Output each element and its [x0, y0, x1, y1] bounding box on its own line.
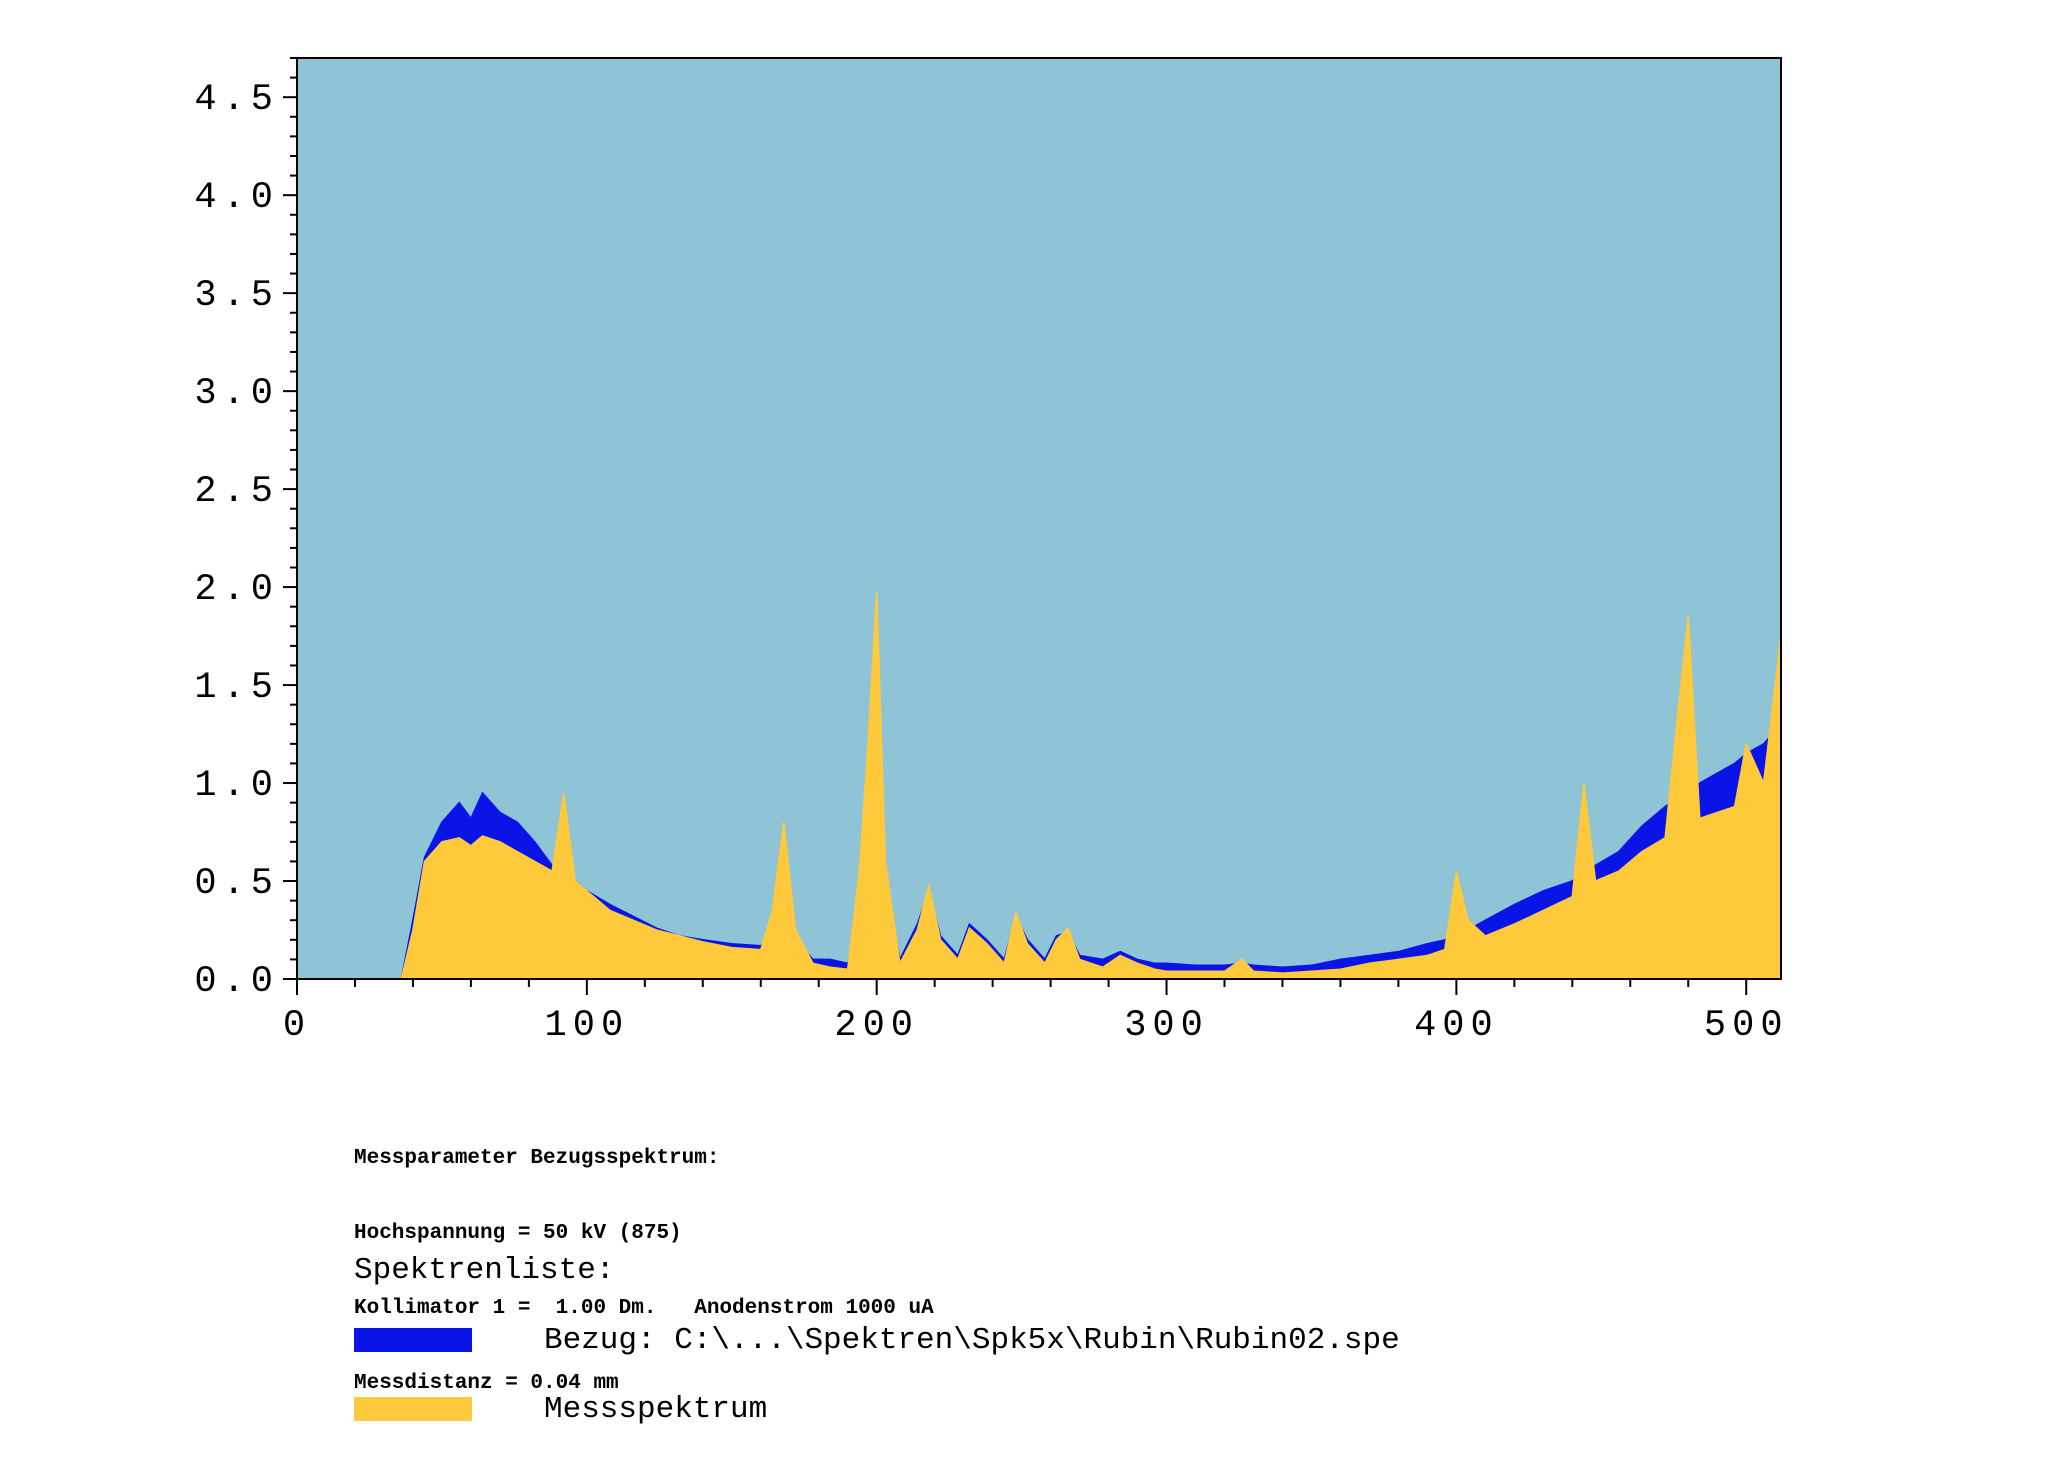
y-tick-label: 3.0: [194, 373, 279, 415]
y-tick-label: 1.0: [194, 765, 279, 807]
legend-label-messspektrum: Messspektrum: [544, 1392, 768, 1427]
legend-item-bezug: Bezug: C:\...\Spektren\Spk5x\Rubin\Rubin…: [354, 1324, 1400, 1357]
legend-swatch-bezug: [354, 1328, 472, 1352]
plot-background: [297, 58, 1781, 979]
params-line-2: Hochspannung = 50 kV (875): [354, 1222, 682, 1245]
legend-title: Spektrenliste:: [354, 1253, 615, 1288]
y-tick-label: 0.0: [194, 961, 279, 1003]
y-tick-label: 2.0: [194, 569, 279, 611]
x-tick-label: 300: [1124, 1005, 1209, 1047]
x-tick-label: 400: [1414, 1005, 1499, 1047]
legend: Spektrenliste: Bezug: C:\...\Spektren\Sp…: [354, 1218, 1400, 1444]
y-tick-label: 1.5: [194, 667, 279, 709]
y-tick-label: 4.0: [194, 177, 279, 219]
legend-label-bezug: Bezug: C:\...\Spektren\Spk5x\Rubin\Rubin…: [544, 1323, 1400, 1358]
y-tick-label: 0.5: [194, 863, 279, 905]
y-tick-label: 3.5: [194, 275, 279, 317]
spectrum-chart: 0.0 0.5 1.0 1.5 2.0 2.5 3.0 3.5 4.0 4.5 0 100 200 300…: [194, 57, 1789, 1047]
x-tick-label: 200: [834, 1005, 919, 1047]
series-area-messspektrum: [297, 590, 1782, 980]
legend-item-messspektrum: Messspektrum: [354, 1393, 767, 1426]
x-tick-label: 500: [1704, 1005, 1789, 1047]
plot-area: 0.0 0.5 1.0 1.5 2.0 2.5 3.0 3.5 4.0 4.5 0 100 200 300…: [194, 57, 1789, 1047]
params-line-3: Kollimator 1 = 1.00 Dm. Anodenstrom 1000…: [354, 1297, 934, 1320]
plot-frame: [296, 57, 1782, 980]
y-tick-label: 4.5: [194, 79, 279, 121]
params-line-1: Messparameter Bezugsspektrum:: [354, 1147, 720, 1170]
legend-swatch-messspektrum: [354, 1397, 472, 1421]
y-tick-label: 2.5: [194, 471, 279, 513]
x-tick-label: 0: [283, 1005, 311, 1047]
x-tick-label: 100: [545, 1005, 630, 1047]
